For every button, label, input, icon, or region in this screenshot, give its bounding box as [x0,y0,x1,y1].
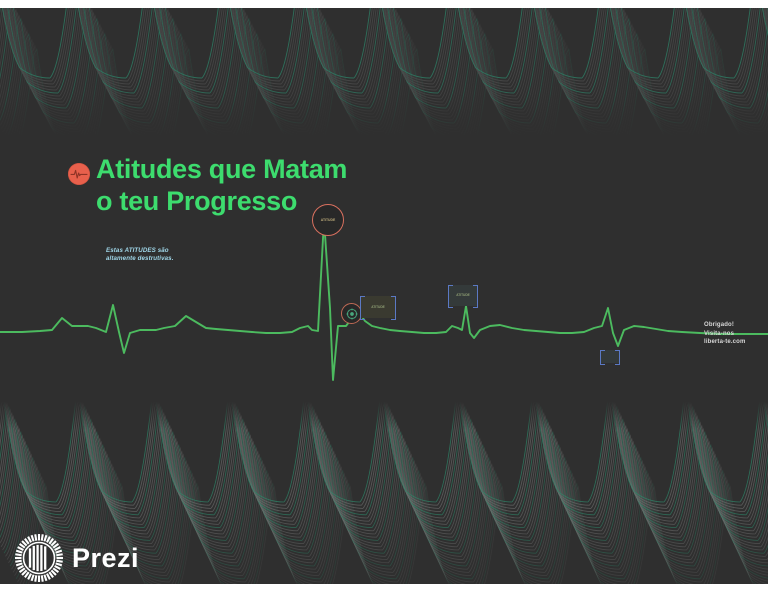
bracket-left-icon [600,350,605,365]
annotation-node-mid[interactable] [341,303,362,324]
closing-line-1: Obrigado! [704,322,735,328]
subtitle-line2: altamente destrutivas. [106,255,174,263]
annotation-caption-2[interactable]: ATITUDE [448,285,478,308]
annotation-caption-1-label: ATITUDE [371,304,385,309]
closing-text: Obrigado! Visita-nos liberta-te.com [704,321,745,347]
prezi-wordmark: Prezi [72,543,140,573]
annotation-node-peak-label: ATITUDE [320,218,336,222]
closing-line-3: liberta-te.com [704,339,746,346]
heart-pulse-icon [68,163,90,185]
annotation-caption-1[interactable]: ATITUDE [360,296,396,320]
subtitle-line1-post: são [155,247,169,254]
subtitle-text: Estas ATITUDES são altamente destrutivas… [106,247,236,264]
annotation-caption-3[interactable] [600,350,620,365]
bracket-right-icon [473,285,478,308]
title-line-1: Atitudes que Matam [96,154,348,184]
closing-line-2: Visita-nos [704,330,735,337]
subtitle-line1-emphasis: ATITUDES [124,247,156,254]
subtitle-line1-pre: Estas [106,247,125,254]
presentation-frame: Atitudes que Matam o teu Progresso Estas… [0,8,768,584]
target-icon [346,308,357,319]
bracket-left-icon [360,296,365,320]
bracket-right-icon [391,296,396,320]
title-line-2: o teu Progresso [96,186,298,216]
prezi-logo[interactable]: Prezi [14,533,139,583]
bracket-left-icon [448,285,453,308]
prezi-sunburst-icon [15,534,63,582]
bracket-right-icon [615,350,620,365]
annotation-caption-2-label: ATITUDE [456,293,470,298]
page-title: Atitudes que Matam o teu Progresso [68,153,488,217]
annotation-node-peak[interactable]: ATITUDE [312,204,344,236]
